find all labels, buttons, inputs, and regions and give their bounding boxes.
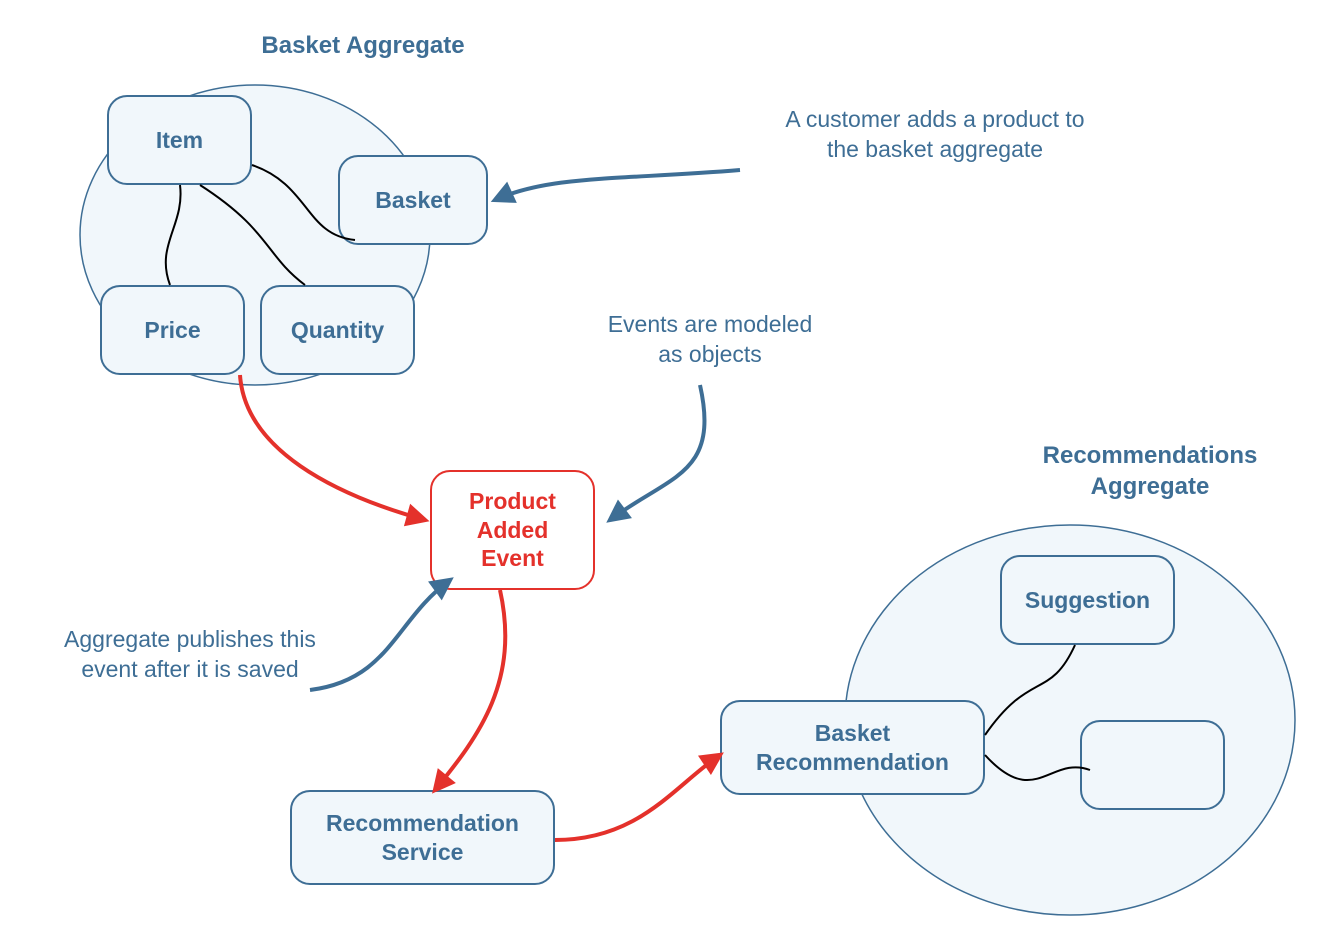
arrow-red-2: [555, 755, 720, 840]
node-rec_service: Recommendation Service: [290, 790, 555, 885]
node-label-quantity: Quantity: [291, 316, 384, 345]
node-label-basket_rec: Basket Recommendation: [756, 719, 949, 777]
annotation-events_modeled: Events are modeled as objects: [550, 310, 870, 370]
node-basket_rec: Basket Recommendation: [720, 700, 985, 795]
node-label-item: Item: [156, 126, 203, 155]
node-item: Item: [107, 95, 252, 185]
node-label-basket: Basket: [375, 186, 450, 215]
node-quantity: Quantity: [260, 285, 415, 375]
connector-black-0: [166, 185, 181, 285]
node-label-suggestion: Suggestion: [1025, 586, 1150, 615]
node-suggestion: Suggestion: [1000, 555, 1175, 645]
arrow-red-1: [435, 590, 505, 790]
heading-recs: Recommendations Aggregate: [1010, 440, 1290, 502]
connector-black-1: [200, 185, 305, 285]
node-basket: Basket: [338, 155, 488, 245]
node-blank: [1080, 720, 1225, 810]
node-label-price: Price: [144, 316, 200, 345]
arrow-blue-1: [610, 385, 704, 520]
connector-black-3: [985, 645, 1075, 735]
node-event: Product Added Event: [430, 470, 595, 590]
annotation-agg_publishes: Aggregate publishes this event after it …: [15, 625, 365, 685]
node-label-rec_service: Recommendation Service: [326, 809, 519, 867]
arrow-red-0: [240, 375, 425, 520]
node-price: Price: [100, 285, 245, 375]
heading-basket: Basket Aggregate: [238, 30, 488, 61]
node-label-event: Product Added Event: [469, 487, 556, 573]
connector-black-4: [985, 755, 1090, 780]
arrow-blue-0: [495, 170, 740, 200]
annotation-customer_adds: A customer adds a product to the basket …: [710, 105, 1160, 165]
diagram-canvas: Item Basket Price Quantity Product Added Eve…: [0, 0, 1333, 936]
